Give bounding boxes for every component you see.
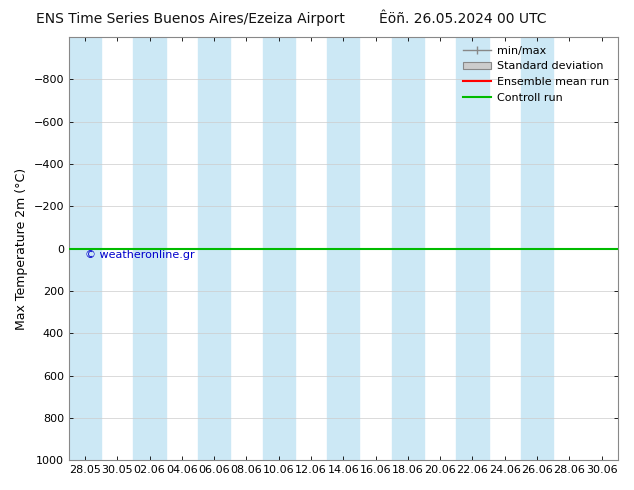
Bar	[69, 37, 101, 460]
Y-axis label: Max Temperature 2m (°C): Max Temperature 2m (°C)	[15, 168, 28, 330]
Text: ENS Time Series Buenos Aires/Ezeiza Airport: ENS Time Series Buenos Aires/Ezeiza Airp…	[36, 12, 345, 26]
Bar	[198, 37, 230, 460]
Legend: min/max, Standard deviation, Ensemble mean run, Controll run: min/max, Standard deviation, Ensemble me…	[460, 43, 612, 106]
Bar	[134, 37, 165, 460]
Bar	[521, 37, 553, 460]
Bar	[392, 37, 424, 460]
Bar	[262, 37, 295, 460]
Text: © weatheronline.gr: © weatheronline.gr	[85, 250, 195, 260]
Text: Êöñ. 26.05.2024 00 UTC: Êöñ. 26.05.2024 00 UTC	[379, 12, 547, 26]
Bar	[327, 37, 359, 460]
Bar	[456, 37, 489, 460]
